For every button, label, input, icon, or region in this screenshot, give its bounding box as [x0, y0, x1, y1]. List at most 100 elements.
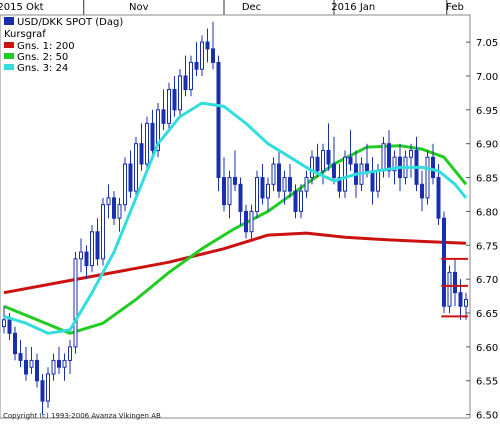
candle-body [376, 170, 380, 192]
candle-body [222, 177, 226, 206]
candle-body [337, 177, 342, 192]
candle-body [211, 48, 215, 63]
candle-body [299, 190, 303, 212]
legend-swatch-ma24 [4, 64, 14, 70]
candle-body [24, 359, 28, 375]
candle-body [112, 197, 116, 219]
candle-body [464, 298, 468, 307]
candle-body [326, 149, 331, 165]
candle-body [205, 41, 210, 50]
candle-body [150, 122, 155, 151]
candle-body [128, 163, 133, 192]
y-tick-label: 6.65 [476, 309, 498, 320]
candle-body [79, 251, 83, 260]
legend-swatch-ma50 [4, 53, 14, 59]
candle-body [227, 177, 232, 206]
candle-body [392, 156, 397, 172]
candle-body [381, 143, 386, 172]
candle-body [244, 210, 248, 233]
copyright-note: Copyright (c) 1993-2006 Avanza Vikingen … [3, 412, 161, 420]
candle-body [348, 156, 353, 165]
legend-swatch-price [4, 17, 14, 25]
candle-body [420, 183, 424, 199]
candle-body [95, 231, 100, 260]
candle-body [436, 177, 441, 219]
candle-body [271, 163, 276, 185]
y-tick-label: 6.90 [476, 140, 498, 151]
candle-body [216, 61, 221, 179]
legend-label-ma50: Gns. 2: 50 [17, 52, 68, 63]
candle-body [134, 143, 138, 192]
legend-header: Kursgraf [4, 29, 46, 40]
x-tick-label: Nov [129, 2, 149, 13]
candle-body [51, 359, 56, 375]
candle-body [370, 170, 375, 192]
candle-body [156, 109, 160, 151]
candle-body [101, 204, 105, 260]
candle-body [315, 156, 320, 172]
candle-body [249, 210, 254, 233]
y-tick-label: 6.85 [476, 174, 498, 185]
candle-body [46, 373, 50, 402]
candle-body [277, 163, 281, 192]
y-tick-label: 6.75 [476, 241, 498, 252]
legend-label-ma200: Gns. 1: 200 [17, 41, 75, 52]
candle-body [57, 359, 61, 368]
candle-body [62, 359, 67, 368]
candle-body [29, 359, 34, 368]
candle-body [332, 163, 336, 179]
y-tick-label: 6.80 [476, 207, 498, 218]
candle-body [200, 41, 204, 70]
candle-body [13, 332, 17, 355]
x-tick-label: 2015 Okt [0, 2, 44, 13]
candle-body [365, 163, 369, 172]
candle-body [447, 271, 452, 307]
candle-body [139, 143, 144, 165]
candle-body [442, 217, 446, 307]
legend-label-price: USD/DKK SPOT (Dag) [17, 17, 123, 28]
candle-body [68, 346, 72, 361]
candle-body [238, 183, 243, 212]
candle-body [409, 149, 413, 158]
candle-body [293, 190, 298, 212]
ma24-line [3, 101, 468, 335]
legend: USD/DKK SPOT (Dag) Kursgraf Gns. 1: 200 … [4, 17, 123, 74]
candle-body [194, 61, 199, 70]
x-tick-label: Dec [242, 2, 261, 13]
candle-body [189, 61, 193, 91]
y-tick-label: 6.55 [476, 377, 498, 388]
legend-label-ma24: Gns. 3: 24 [17, 63, 68, 74]
y-tick-label: 6.50 [476, 411, 498, 422]
candle-body [183, 75, 188, 91]
candle-body [167, 89, 171, 124]
y-tick-label: 6.95 [476, 106, 498, 117]
y-tick-label: 7.00 [476, 72, 498, 83]
candle-body [35, 359, 39, 382]
candle-body [304, 177, 309, 192]
candle-body [453, 271, 457, 294]
x-tick-label: Feb [446, 2, 464, 13]
x-tick-label: 2016 Jan [331, 2, 375, 13]
candle-body [288, 177, 292, 192]
candle-body [84, 251, 89, 267]
candle-body [260, 177, 265, 199]
candle-body [123, 163, 127, 206]
candle-body [343, 156, 347, 192]
candle-body [266, 183, 270, 199]
candle-body [117, 204, 122, 219]
plot-frame [0, 14, 471, 419]
legend-swatch-ma200 [4, 42, 14, 48]
candle-body [106, 197, 111, 206]
y-tick-label: 7.05 [476, 38, 498, 49]
candle-body [431, 156, 435, 179]
candle-body [255, 177, 259, 212]
candle-body [321, 149, 325, 172]
candle-body [425, 156, 430, 199]
y-tick-label: 6.70 [476, 275, 498, 286]
candle-body [233, 177, 237, 185]
candle-body [90, 231, 94, 267]
y-tick-label: 6.60 [476, 343, 498, 354]
candle-body [2, 319, 6, 328]
